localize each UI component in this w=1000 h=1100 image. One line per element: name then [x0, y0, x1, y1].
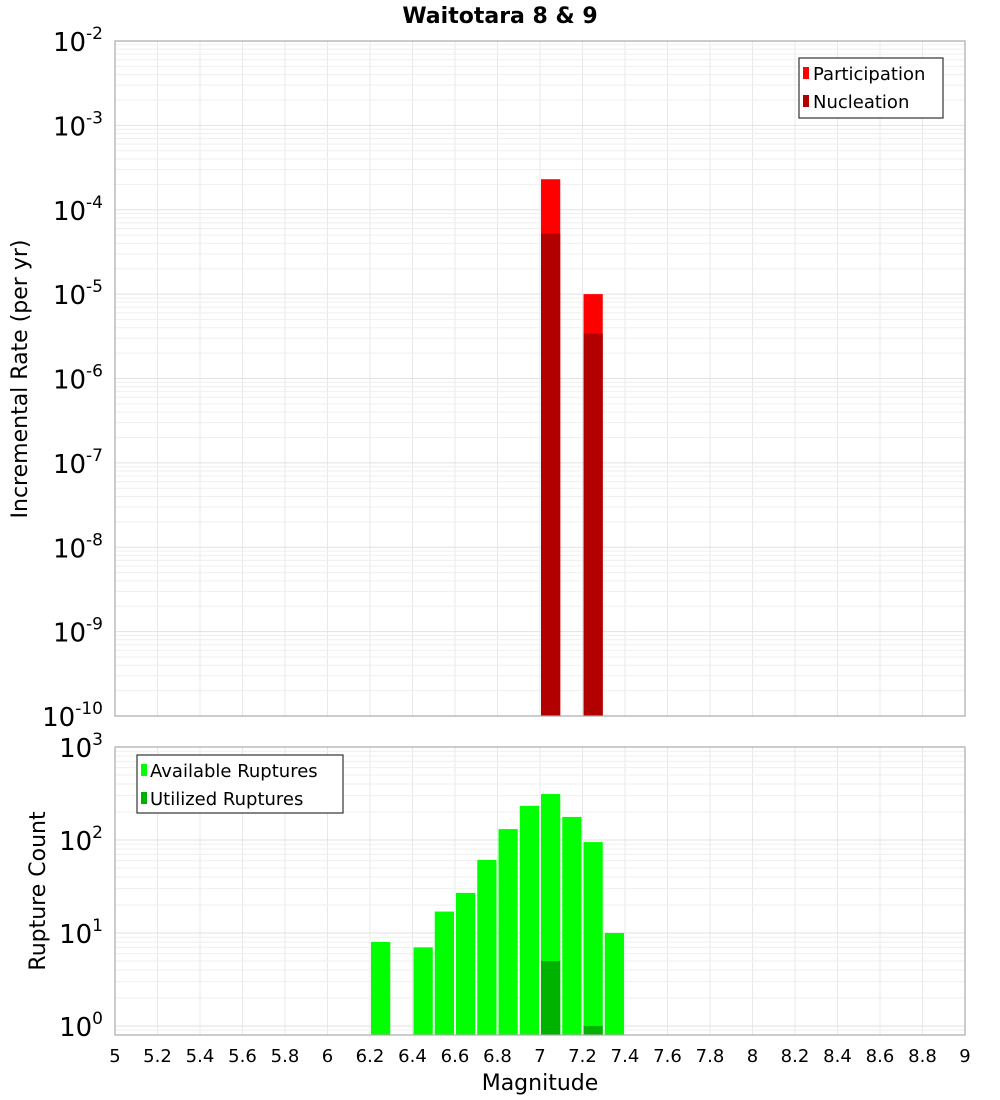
x-tick-label: 5.6 — [228, 1046, 257, 1067]
x-tick-label: 7.2 — [568, 1046, 597, 1067]
top-legend: Participation Nucleation — [798, 57, 944, 119]
x-axis-label: Magnitude — [482, 1071, 599, 1096]
legend-nucleation: Nucleation — [813, 92, 909, 113]
top-y-axis-label: Incremental Rate (per yr) — [8, 240, 33, 519]
legend-frame — [798, 57, 944, 119]
y-tick-label: 10-9 — [53, 615, 103, 649]
x-tick-label: 6.6 — [441, 1046, 470, 1067]
participation-swatch-icon — [803, 67, 809, 79]
bar — [413, 947, 433, 1035]
legend-participation: Participation — [813, 64, 925, 85]
bar — [604, 932, 624, 1035]
y-tick-label: 10-4 — [53, 193, 103, 227]
y-tick-label: 10-8 — [53, 530, 103, 564]
x-tick-label: 7.4 — [611, 1046, 640, 1067]
bottom-y-ticks: 100 101 102 103 — [59, 730, 103, 1043]
bottom-bars — [371, 794, 624, 1035]
y-tick-label: 10-3 — [53, 108, 103, 142]
bar — [583, 333, 603, 716]
chart-title: Waitotara 8 & 9 — [402, 4, 597, 29]
x-tick-label: 7.8 — [696, 1046, 725, 1067]
bar — [371, 942, 391, 1035]
nucleation-swatch-icon — [803, 95, 809, 107]
x-tick-label: 6.2 — [356, 1046, 385, 1067]
x-tick-label: 5.8 — [271, 1046, 300, 1067]
y-tick-label: 102 — [59, 823, 103, 857]
legend-frame — [136, 754, 344, 814]
x-tick-label: 7 — [534, 1046, 545, 1067]
x-tick-label: 8.4 — [823, 1046, 852, 1067]
y-tick-label: 10-10 — [42, 699, 103, 733]
legend-utilized: Utilized Ruptures — [150, 789, 303, 810]
x-tick-label: 6 — [322, 1046, 333, 1067]
top-y-ticks: 10-10 10-9 10-8 10-7 10-6 10-5 10-4 10-3 10-2 — [42, 24, 103, 733]
y-tick-label: 10-5 — [53, 277, 103, 311]
x-tick-label: 9 — [959, 1046, 970, 1067]
top-plot-frame — [114, 40, 966, 717]
y-tick-label: 10-2 — [53, 24, 103, 58]
bar — [541, 960, 561, 1035]
top-grid — [115, 40, 966, 717]
x-tick-label: 8.2 — [781, 1046, 810, 1067]
x-tick-label: 8.6 — [866, 1046, 895, 1067]
x-tick-label: 8 — [747, 1046, 758, 1067]
x-tick-label: 5 — [109, 1046, 120, 1067]
bottom-y-axis-label: Rupture Count — [26, 811, 51, 971]
bar — [519, 805, 539, 1035]
bar — [456, 892, 476, 1035]
bottom-plot-panel: 100 101 102 103 Rupture Count Available Rup… — [26, 730, 971, 1096]
bar — [583, 1025, 603, 1035]
y-tick-label: 103 — [59, 730, 103, 764]
bar — [562, 816, 582, 1035]
top-plot-panel: 10-10 10-9 10-8 10-7 10-6 10-5 10-4 10-3 10-2 In… — [8, 24, 966, 733]
x-tick-label: 5.4 — [186, 1046, 215, 1067]
y-tick-label: 10-7 — [53, 446, 103, 480]
x-tick-label: 6.4 — [398, 1046, 427, 1067]
bar — [541, 233, 561, 716]
x-tick-label: 7.6 — [653, 1046, 682, 1067]
available-swatch-icon — [141, 764, 147, 776]
bar — [434, 911, 454, 1035]
bar — [477, 859, 497, 1035]
x-ticks: 5 5.2 5.4 5.6 5.8 6 6.2 6.4 6.6 6.8 7 7.2 7.4 7.6 7.8 8… — [109, 1046, 970, 1067]
top-bars — [541, 179, 603, 716]
x-tick-label: 6.8 — [483, 1046, 512, 1067]
bar — [583, 842, 603, 1035]
bottom-plot-frame — [114, 746, 966, 1036]
y-tick-label: 100 — [59, 1009, 103, 1043]
x-tick-label: 8.8 — [908, 1046, 937, 1067]
legend-available: Available Ruptures — [150, 761, 318, 782]
x-tick-label: 5.2 — [143, 1046, 172, 1067]
utilized-swatch-icon — [141, 792, 147, 804]
y-tick-label: 101 — [59, 916, 103, 950]
bar — [498, 829, 518, 1035]
y-tick-label: 10-6 — [53, 362, 103, 396]
bottom-legend: Available Ruptures Utilized Ruptures — [136, 754, 344, 814]
